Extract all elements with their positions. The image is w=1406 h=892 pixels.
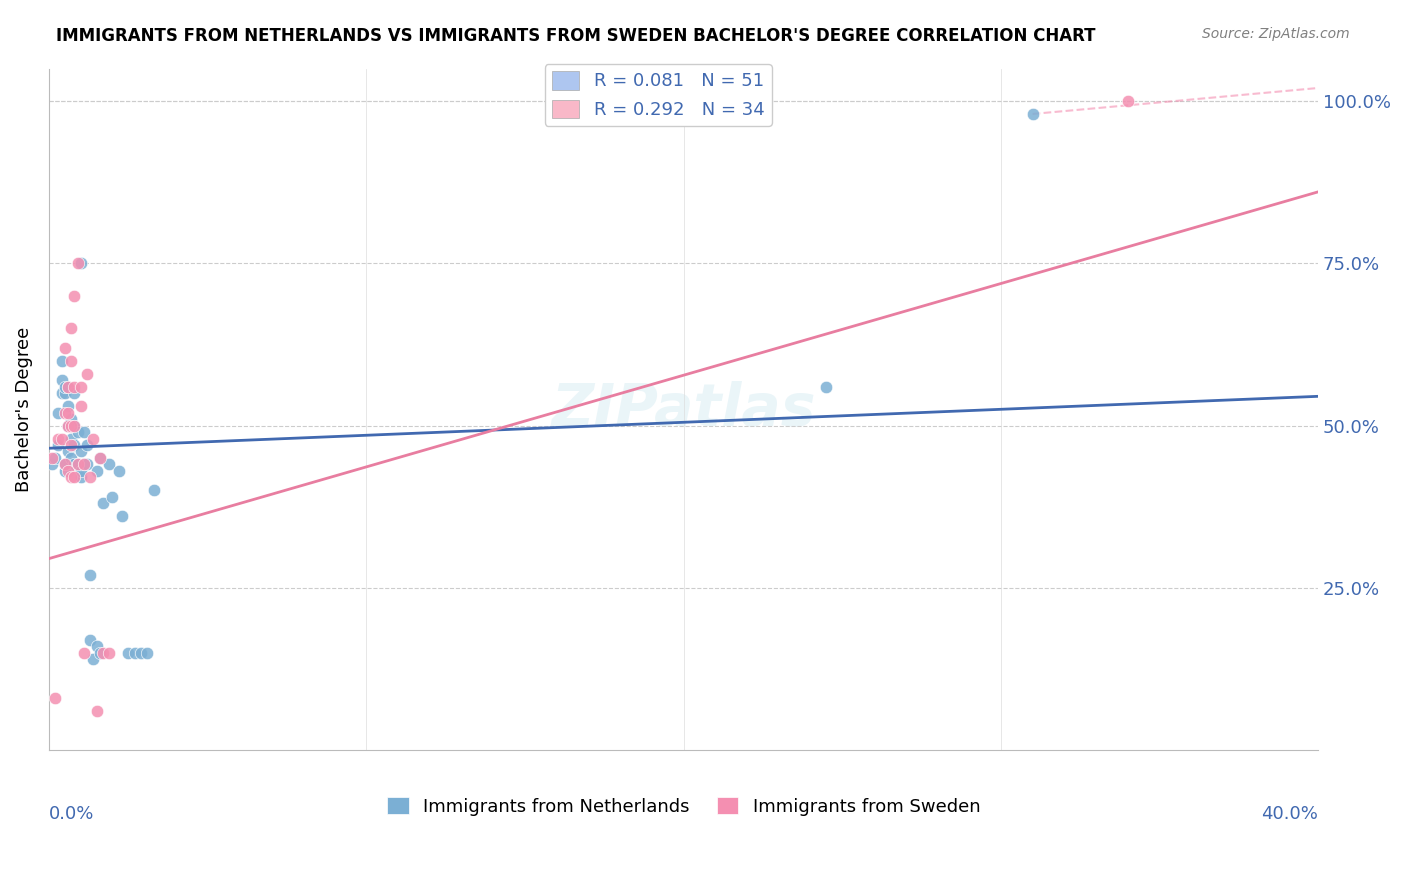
Point — [60, 470, 83, 484]
Legend: Immigrants from Netherlands, Immigrants from Sweden: Immigrants from Netherlands, Immigrants … — [380, 790, 987, 822]
Point — [41, 458, 63, 472]
Point — [44, 450, 66, 465]
Point — [48, 432, 70, 446]
Point — [60, 418, 83, 433]
Point — [53, 458, 76, 472]
Point — [56, 379, 79, 393]
Point — [44, 691, 66, 706]
Point — [63, 386, 86, 401]
Point — [56, 418, 79, 433]
Point — [60, 432, 83, 446]
Point — [73, 458, 96, 472]
Point — [98, 458, 121, 472]
Point — [63, 379, 86, 393]
Point — [66, 458, 89, 472]
Point — [60, 438, 83, 452]
Point — [53, 464, 76, 478]
Point — [136, 646, 159, 660]
Point — [66, 458, 89, 472]
Point — [69, 444, 91, 458]
Point — [51, 353, 73, 368]
Point — [69, 399, 91, 413]
Point — [86, 639, 108, 653]
Point — [129, 646, 152, 660]
Point — [111, 509, 134, 524]
Point — [73, 458, 96, 472]
Point — [1116, 94, 1139, 108]
Point — [89, 646, 111, 660]
Text: ZIPatlas: ZIPatlas — [551, 381, 815, 438]
Point — [53, 405, 76, 419]
Point — [73, 425, 96, 439]
Point — [48, 438, 70, 452]
Point — [41, 450, 63, 465]
Point — [56, 464, 79, 478]
Point — [76, 458, 98, 472]
Point — [53, 379, 76, 393]
Point — [73, 646, 96, 660]
Point — [79, 632, 101, 647]
Point — [76, 438, 98, 452]
Point — [82, 432, 104, 446]
Point — [815, 379, 838, 393]
Point — [56, 418, 79, 433]
Point — [1021, 107, 1043, 121]
Point — [63, 289, 86, 303]
Point — [69, 464, 91, 478]
Point — [53, 386, 76, 401]
Point — [60, 353, 83, 368]
Point — [63, 470, 86, 484]
Point — [89, 450, 111, 465]
Point — [56, 379, 79, 393]
Point — [51, 386, 73, 401]
Point — [76, 367, 98, 381]
Point — [56, 405, 79, 419]
Point — [117, 646, 139, 660]
Point — [60, 412, 83, 426]
Point — [63, 438, 86, 452]
Point — [60, 450, 83, 465]
Point — [86, 704, 108, 718]
Y-axis label: Bachelor's Degree: Bachelor's Degree — [15, 326, 32, 491]
Point — [69, 379, 91, 393]
Point — [98, 646, 121, 660]
Point — [82, 652, 104, 666]
Point — [53, 341, 76, 355]
Point — [63, 458, 86, 472]
Point — [101, 490, 124, 504]
Point — [124, 646, 146, 660]
Text: 0.0%: 0.0% — [49, 805, 94, 822]
Point — [69, 470, 91, 484]
Text: 40.0%: 40.0% — [1261, 805, 1319, 822]
Point — [91, 646, 114, 660]
Point — [91, 496, 114, 510]
Point — [89, 450, 111, 465]
Point — [107, 464, 129, 478]
Point — [56, 399, 79, 413]
Point — [51, 432, 73, 446]
Point — [53, 458, 76, 472]
Point — [63, 418, 86, 433]
Point — [63, 418, 86, 433]
Point — [69, 256, 91, 270]
Point — [79, 567, 101, 582]
Point — [51, 373, 73, 387]
Text: IMMIGRANTS FROM NETHERLANDS VS IMMIGRANTS FROM SWEDEN BACHELOR'S DEGREE CORRELAT: IMMIGRANTS FROM NETHERLANDS VS IMMIGRANT… — [56, 27, 1095, 45]
Point — [66, 256, 89, 270]
Point — [79, 470, 101, 484]
Point — [60, 321, 83, 335]
Text: Source: ZipAtlas.com: Source: ZipAtlas.com — [1202, 27, 1350, 41]
Point — [142, 483, 165, 498]
Point — [48, 405, 70, 419]
Point — [56, 444, 79, 458]
Point — [66, 425, 89, 439]
Point — [86, 464, 108, 478]
